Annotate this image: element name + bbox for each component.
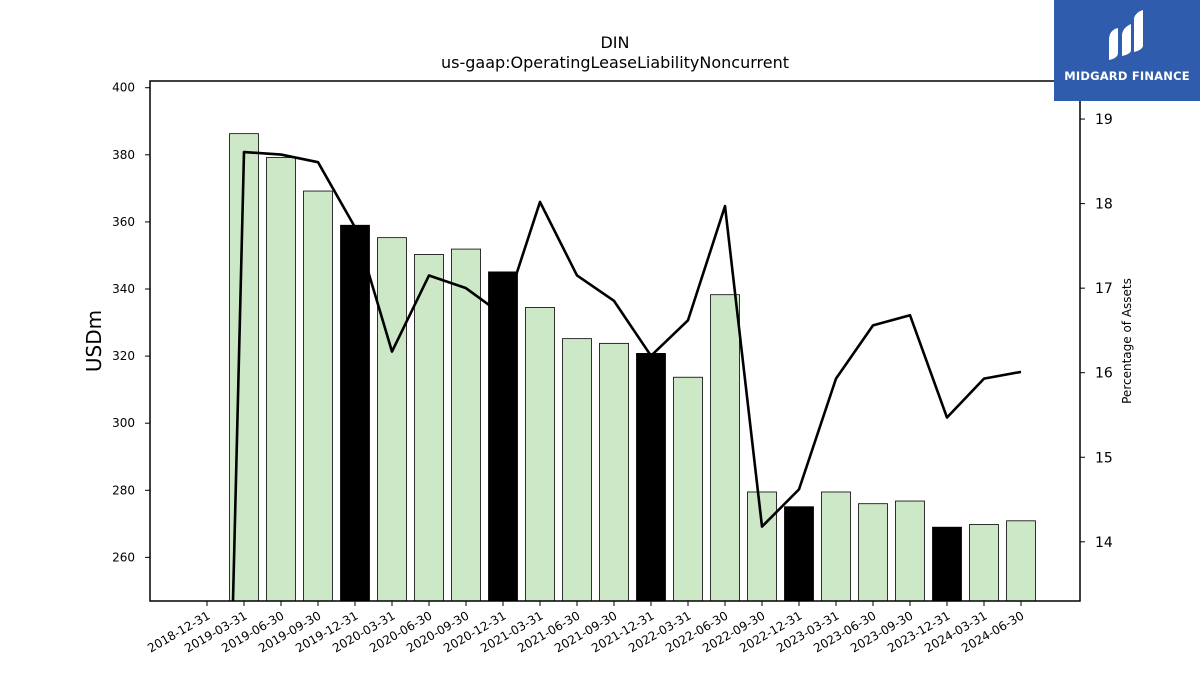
bar-2023-06-30 xyxy=(858,503,888,602)
y-left-tick-label: 280 xyxy=(112,483,135,497)
bar-2021-06-30 xyxy=(562,338,592,602)
bar-2020-06-30 xyxy=(414,254,444,602)
y-right-tick-label: 19 xyxy=(1095,112,1113,128)
bar-2020-03-31 xyxy=(377,237,407,602)
bar-2019-06-30 xyxy=(266,157,296,602)
bar-2022-09-30 xyxy=(747,491,777,602)
chart-title: DIN xyxy=(600,33,629,52)
bar-2022-06-30 xyxy=(710,294,740,602)
bar-2020-12-31 xyxy=(488,271,518,602)
midgard-logo-icon xyxy=(1109,10,1143,60)
y-axis-left-label: USDm xyxy=(82,310,106,372)
bar-2022-03-31 xyxy=(673,376,703,602)
brand-logo: MIDGARD FINANCE xyxy=(1054,0,1200,101)
line-series xyxy=(231,150,1022,602)
y-axis-left: 260 280 300 320 340 360 380 400 xyxy=(112,81,150,564)
bar-2019-09-30 xyxy=(303,190,333,602)
bar-2021-09-30 xyxy=(599,342,629,602)
bar-2021-03-31 xyxy=(525,307,555,602)
x-axis: 2018-12-312019-03-312019-06-302019-09-30… xyxy=(145,601,1027,655)
bar-2021-12-31 xyxy=(636,353,666,602)
y-right-tick-label: 16 xyxy=(1095,366,1113,382)
y-left-tick-label: 260 xyxy=(112,550,135,564)
y-axis-right-label: Percentage of Assets xyxy=(1120,278,1134,404)
percentage-of-assets-line xyxy=(231,150,1022,602)
plot-frame xyxy=(149,80,1081,602)
y-right-tick-label: 14 xyxy=(1095,535,1113,551)
chart-subtitle: us-gaap:OperatingLeaseLiabilityNoncurren… xyxy=(441,53,789,72)
y-right-tick-label: 15 xyxy=(1095,450,1113,466)
bar-series xyxy=(229,133,1036,602)
bar-2020-09-30 xyxy=(451,248,481,602)
bar-2024-03-31 xyxy=(969,524,999,602)
bar-2024-06-30 xyxy=(1006,520,1036,602)
y-left-tick-label: 380 xyxy=(112,148,135,162)
bar-2023-12-31 xyxy=(932,526,962,602)
y-left-tick-label: 300 xyxy=(112,416,135,430)
bar-2023-03-31 xyxy=(821,491,851,602)
bar-2019-12-31 xyxy=(340,224,370,602)
y-axis-right: 14 15 16 17 18 19 xyxy=(1080,112,1113,551)
y-left-tick-label: 360 xyxy=(112,215,135,229)
brand-logo-text: MIDGARD FINANCE xyxy=(1064,69,1190,83)
y-right-tick-label: 18 xyxy=(1095,197,1113,213)
bar-2023-09-30 xyxy=(895,500,925,602)
y-left-tick-label: 400 xyxy=(112,81,135,95)
y-right-tick-label: 17 xyxy=(1095,281,1113,297)
y-left-tick-label: 340 xyxy=(112,282,135,296)
bar-2022-12-31 xyxy=(784,506,814,602)
y-left-tick-label: 320 xyxy=(112,349,135,363)
